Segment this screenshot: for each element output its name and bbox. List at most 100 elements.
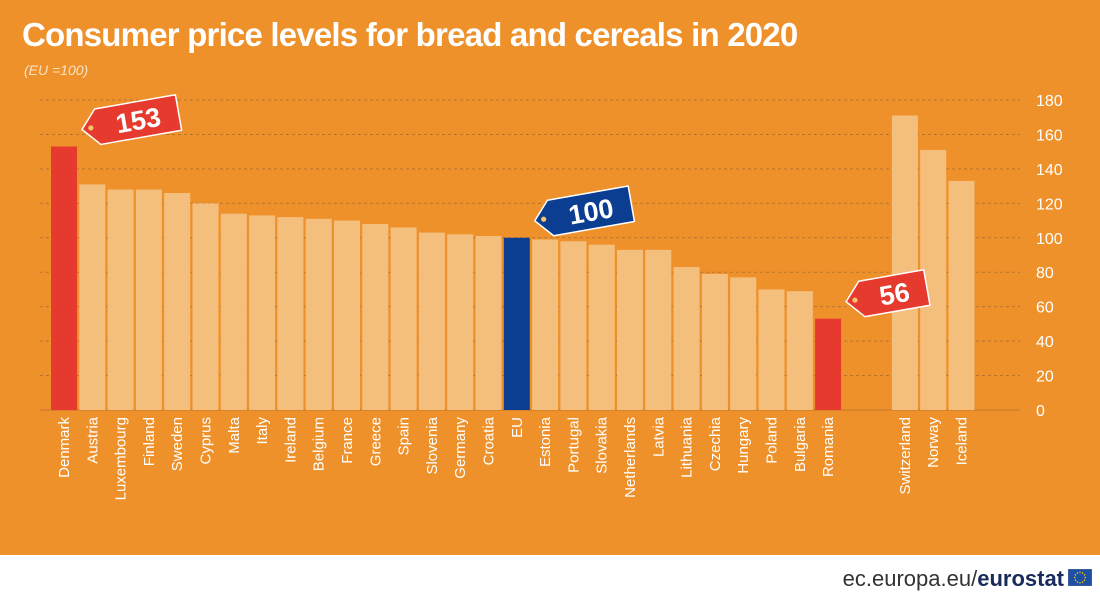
y-tick-label: 20 — [1036, 369, 1054, 386]
bar-austria — [79, 184, 106, 410]
category-label: France — [339, 417, 356, 464]
category-label: Portugal — [565, 417, 582, 473]
category-label: Bulgaria — [792, 416, 809, 472]
bar-slovakia — [588, 244, 615, 410]
bar-hungary — [730, 277, 757, 410]
x-axis: Denmark Austria Luxembourg Finland Sweden Cyp… — [56, 416, 971, 500]
bar-portugal — [560, 241, 587, 410]
value-tag-denmark: 153 — [81, 94, 183, 146]
bar-italy — [249, 215, 276, 410]
category-label: Greece — [367, 417, 384, 466]
category-label: Norway — [925, 417, 942, 468]
bar-switzerland — [891, 115, 918, 410]
tag-label: 56 — [877, 277, 912, 312]
category-label: Malta — [226, 416, 243, 453]
y-tick-label: 0 — [1036, 403, 1045, 420]
bar-belgium — [305, 218, 332, 410]
category-label: Lithuania — [679, 416, 696, 478]
star-icon — [1074, 579, 1077, 581]
star-icon — [1074, 574, 1077, 576]
bar-slovenia — [418, 232, 445, 410]
bar-romania — [815, 318, 842, 410]
category-label: Sweden — [169, 417, 186, 471]
y-tick-label: 180 — [1036, 93, 1063, 110]
category-label: Italy — [254, 417, 271, 445]
category-label: Ireland — [282, 417, 299, 463]
star-icon — [1084, 576, 1086, 579]
star-icon — [1081, 572, 1084, 574]
category-label: Switzerland — [897, 417, 914, 495]
category-label: Czechia — [707, 416, 724, 471]
bar-estonia — [532, 239, 559, 410]
bar-spain — [390, 227, 417, 410]
y-tick-label: 60 — [1036, 300, 1054, 317]
tag-hole-icon — [88, 125, 94, 131]
bar-poland — [758, 289, 785, 410]
bar-denmark — [51, 146, 77, 410]
bar-france — [334, 220, 360, 410]
category-label: Poland — [764, 417, 781, 464]
star-icon — [1079, 581, 1081, 584]
chart-title: Consumer price levels for bread and cere… — [22, 16, 798, 53]
category-label: Latvia — [650, 416, 667, 457]
bar-chart: 0 20 40 60 80 100 120 140 160 180 Denmark Austria L… — [40, 93, 1063, 500]
bar-germany — [447, 234, 474, 410]
tag-hole-icon — [541, 216, 547, 222]
bar-netherlands — [617, 249, 643, 410]
category-label: Slovakia — [594, 416, 611, 473]
star-icon — [1081, 581, 1084, 583]
star-icon — [1079, 571, 1081, 574]
bars — [51, 115, 975, 410]
source-brand: eurostat — [977, 566, 1064, 591]
chart-subtitle: (EU =100) — [24, 62, 89, 78]
category-label: Spain — [396, 417, 413, 455]
category-label: Iceland — [954, 417, 971, 465]
footer: ec.europa.eu/eurostat — [0, 555, 1100, 600]
bar-bulgaria — [786, 291, 813, 410]
bar-luxembourg — [107, 189, 134, 410]
category-label: Germany — [452, 417, 469, 479]
bar-croatia — [475, 236, 502, 410]
tag-shape — [845, 269, 931, 318]
bar-latvia — [645, 249, 672, 410]
star-icon — [1083, 579, 1086, 581]
eu-flag-icon — [1068, 569, 1092, 586]
category-label: Luxembourg — [113, 417, 130, 500]
category-label: Cyprus — [198, 417, 215, 465]
y-tick-label: 100 — [1036, 231, 1063, 248]
category-label: Finland — [141, 417, 158, 466]
category-label: Romania — [820, 416, 837, 477]
tag-hole-icon — [852, 297, 858, 303]
category-label: EU — [509, 417, 526, 438]
bar-eu — [503, 237, 530, 410]
bar-sweden — [164, 193, 191, 410]
category-label: Slovenia — [424, 416, 441, 474]
bar-greece — [362, 224, 389, 410]
y-axis: 0 20 40 60 80 100 120 140 160 180 — [1036, 93, 1063, 420]
source-site: ec.europa.eu/ — [842, 566, 978, 591]
category-label: Netherlands — [622, 417, 639, 498]
bar-cyprus — [192, 203, 219, 410]
category-label: Estonia — [537, 416, 554, 467]
y-tick-label: 160 — [1036, 127, 1063, 144]
y-tick-label: 120 — [1036, 196, 1063, 213]
star-icon — [1074, 576, 1076, 579]
bar-ireland — [277, 217, 304, 410]
bar-lithuania — [673, 267, 700, 410]
tag-shape — [534, 185, 636, 237]
star-icon — [1083, 574, 1086, 576]
bar-iceland — [948, 180, 975, 410]
value-tag-romania: 56 — [845, 269, 931, 318]
bar-malta — [220, 213, 247, 410]
category-label: Austria — [84, 416, 101, 463]
bar-czechia — [701, 273, 728, 410]
star-icon — [1076, 581, 1079, 583]
source-credit[interactable]: ec.europa.eu/eurostat — [843, 566, 1064, 592]
y-tick-label: 140 — [1036, 162, 1063, 179]
star-icon — [1076, 572, 1079, 574]
value-tag-eu: 100 — [534, 185, 636, 237]
category-label: Denmark — [56, 417, 73, 478]
tag-shape — [81, 94, 183, 146]
category-label: Croatia — [481, 416, 498, 465]
y-tick-label: 80 — [1036, 265, 1054, 282]
